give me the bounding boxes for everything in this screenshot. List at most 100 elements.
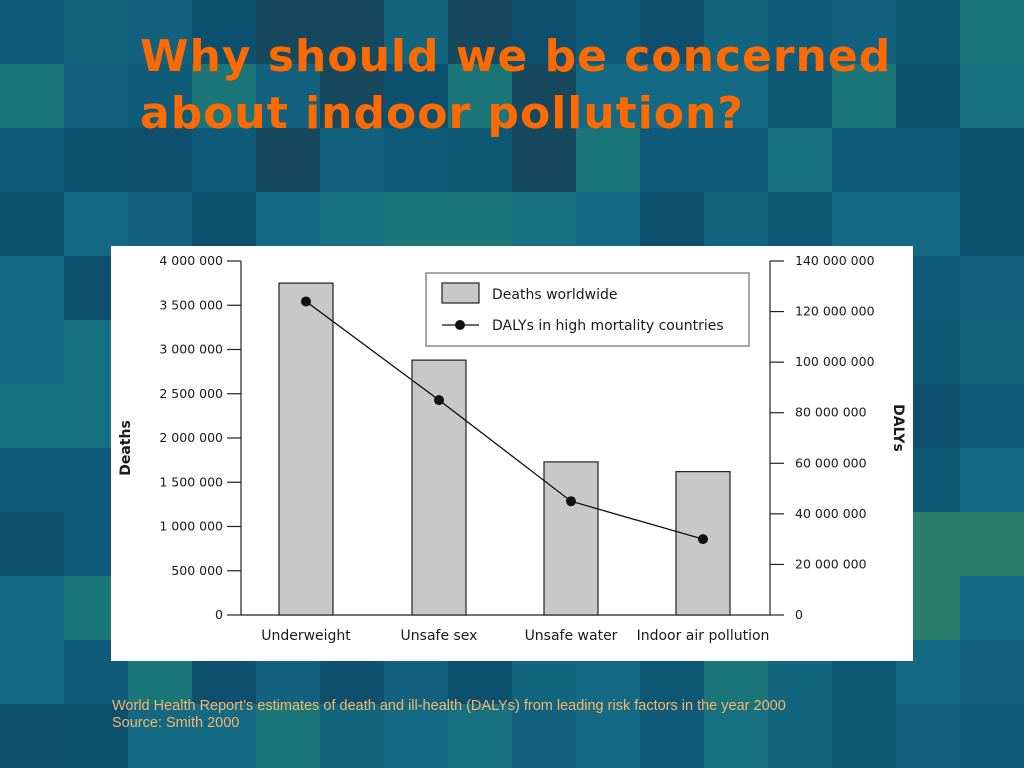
background-tile bbox=[192, 192, 256, 256]
background-tile bbox=[768, 192, 832, 256]
dalys-point bbox=[566, 496, 576, 507]
background-tile bbox=[0, 512, 64, 576]
legend-swatch-bar bbox=[441, 282, 480, 304]
left-tick-label: 1 000 000 bbox=[159, 519, 223, 534]
background-tile bbox=[896, 192, 960, 256]
background-tile bbox=[128, 704, 192, 768]
background-tile bbox=[832, 64, 896, 128]
background-tile bbox=[832, 192, 896, 256]
category-label: Unsafe sex bbox=[401, 628, 478, 644]
chart-panel: 0 500 000 1 000 000 1 500 000 2 000 000 2 500… bbox=[111, 246, 913, 661]
background-tile bbox=[960, 320, 1024, 384]
background-tile bbox=[896, 704, 960, 768]
background-tile bbox=[768, 704, 832, 768]
background-tile bbox=[320, 192, 384, 256]
background-tile bbox=[960, 448, 1024, 512]
background-tile bbox=[64, 704, 128, 768]
background-tile bbox=[832, 704, 896, 768]
background-tile bbox=[640, 704, 704, 768]
background-tile bbox=[448, 64, 512, 128]
background-tile bbox=[448, 0, 512, 64]
background-tile bbox=[768, 64, 832, 128]
background-tile bbox=[0, 576, 64, 640]
background-tile bbox=[576, 704, 640, 768]
background-tile bbox=[640, 192, 704, 256]
dalys-point bbox=[698, 534, 708, 545]
background-tile bbox=[576, 192, 640, 256]
background-tile bbox=[896, 64, 960, 128]
background-tile bbox=[576, 128, 640, 192]
background-tile bbox=[960, 704, 1024, 768]
background-tile bbox=[960, 640, 1024, 704]
background-tile bbox=[192, 704, 256, 768]
background-tile bbox=[320, 64, 384, 128]
background-tile bbox=[256, 64, 320, 128]
chart-caption: World Health Report’s estimates of death… bbox=[112, 698, 1012, 732]
background-tile bbox=[0, 256, 64, 320]
background-tile bbox=[960, 512, 1024, 576]
background-tile bbox=[448, 128, 512, 192]
left-tick-label: 2 500 000 bbox=[159, 386, 223, 401]
right-tick-label: 120 000 000 bbox=[795, 304, 875, 319]
background-tile bbox=[384, 704, 448, 768]
right-tick-label: 100 000 000 bbox=[795, 354, 875, 369]
background-tile bbox=[0, 64, 64, 128]
background-tile bbox=[960, 256, 1024, 320]
background-tile bbox=[256, 704, 320, 768]
left-tick-label: 500 000 bbox=[171, 563, 223, 578]
legend-box bbox=[425, 272, 750, 347]
caption-description: World Health Report’s estimates of death… bbox=[112, 698, 786, 714]
background-tile bbox=[832, 128, 896, 192]
background-tile bbox=[0, 0, 64, 64]
background-tile bbox=[960, 0, 1024, 64]
background-tile bbox=[640, 128, 704, 192]
left-tick-label: 1 500 000 bbox=[159, 474, 223, 489]
background-tile bbox=[640, 64, 704, 128]
background-tile bbox=[576, 64, 640, 128]
background-tile bbox=[192, 0, 256, 64]
background-tile bbox=[0, 384, 64, 448]
background-tile bbox=[896, 128, 960, 192]
right-tick-label: 20 000 000 bbox=[795, 556, 867, 571]
background-tile bbox=[768, 0, 832, 64]
background-tile bbox=[0, 640, 64, 704]
slide-title: Why should we be concerned about indoor … bbox=[140, 31, 892, 139]
background-tile bbox=[960, 64, 1024, 128]
background-tile bbox=[320, 0, 384, 64]
background-tile bbox=[0, 448, 64, 512]
background-tile bbox=[704, 64, 768, 128]
background-tile bbox=[64, 128, 128, 192]
background-tile bbox=[704, 704, 768, 768]
background-tile bbox=[384, 192, 448, 256]
left-tick-label: 3 000 000 bbox=[159, 342, 223, 357]
background-tile bbox=[64, 192, 128, 256]
legend-label-deaths: Deaths worldwide bbox=[492, 287, 617, 303]
bar-deaths bbox=[278, 282, 334, 616]
background-tile bbox=[192, 64, 256, 128]
right-tick-label: 80 000 000 bbox=[795, 405, 867, 420]
background-tile bbox=[0, 320, 64, 384]
background-tile bbox=[960, 384, 1024, 448]
right-tick-label: 140 000 000 bbox=[795, 253, 875, 268]
left-tick-label: 4 000 000 bbox=[159, 253, 223, 268]
background-tile bbox=[256, 0, 320, 64]
background-tile bbox=[448, 704, 512, 768]
category-label: Underweight bbox=[261, 628, 351, 644]
background-tile bbox=[320, 128, 384, 192]
background-tile bbox=[704, 0, 768, 64]
bar-deaths bbox=[675, 471, 731, 616]
bar-deaths bbox=[543, 461, 599, 616]
dalys-point bbox=[434, 395, 444, 406]
background-tile bbox=[0, 192, 64, 256]
background-tile bbox=[128, 128, 192, 192]
background-tile bbox=[512, 128, 576, 192]
background-tile bbox=[704, 128, 768, 192]
y-axis-title: Deaths bbox=[118, 420, 134, 476]
background-tile bbox=[512, 64, 576, 128]
background-tile bbox=[960, 576, 1024, 640]
left-tick-label: 3 500 000 bbox=[159, 297, 223, 312]
background-tile bbox=[0, 704, 64, 768]
left-tick-label: 2 000 000 bbox=[159, 430, 223, 445]
y2-axis-title: DALYs bbox=[890, 404, 906, 452]
category-label: Indoor air pollution bbox=[637, 628, 770, 644]
